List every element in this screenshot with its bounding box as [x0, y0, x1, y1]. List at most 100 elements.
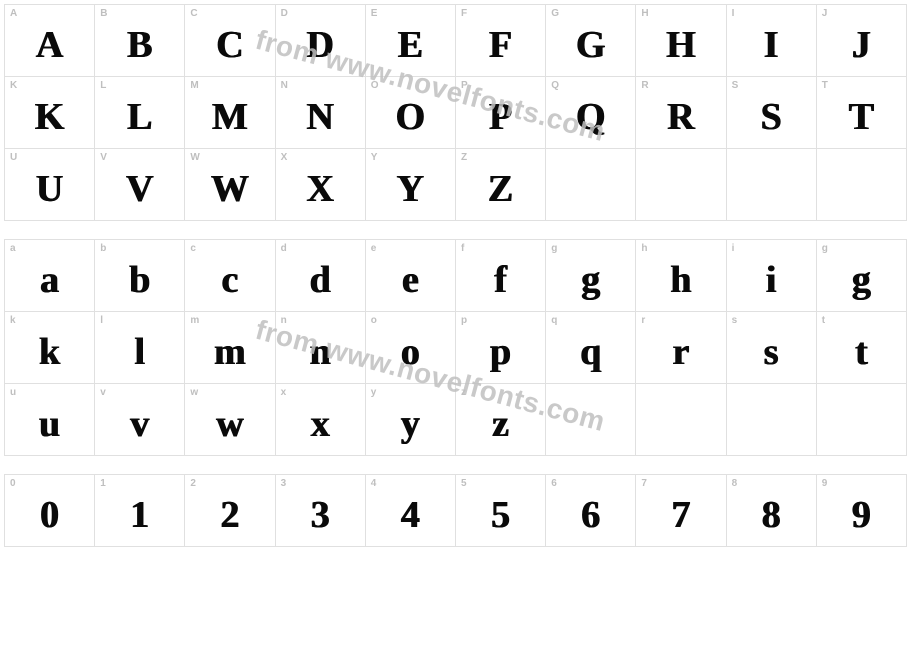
cell-label: y — [371, 387, 377, 398]
glyph-cell: CC — [185, 5, 275, 77]
cell-label: K — [10, 80, 18, 91]
glyph-cell: EE — [366, 5, 456, 77]
cell-glyph: 4 — [366, 489, 455, 540]
glyph-cell: gg — [546, 240, 636, 312]
glyph-cell: KK — [5, 77, 95, 149]
cell-label: t — [822, 315, 826, 326]
cell-glyph: r — [636, 326, 725, 377]
glyph-cell: rr — [636, 312, 726, 384]
cell-glyph: D — [276, 19, 365, 70]
cell-label: S — [732, 80, 739, 91]
cell-glyph: R — [636, 91, 725, 142]
cell-label: s — [732, 315, 738, 326]
glyph-cell: ll — [95, 312, 185, 384]
cell-glyph: d — [276, 254, 365, 305]
glyph-cell — [636, 149, 726, 221]
section-digits: 00112233445566778899 — [4, 474, 907, 547]
cell-glyph: N — [276, 91, 365, 142]
glyph-grid: 00112233445566778899 — [4, 474, 907, 547]
cell-label: L — [100, 80, 107, 91]
cell-label: O — [371, 80, 379, 91]
cell-label: C — [190, 8, 198, 19]
cell-glyph: c — [185, 254, 274, 305]
glyph-cell: kk — [5, 312, 95, 384]
cell-glyph: z — [456, 398, 545, 449]
cell-glyph: m — [185, 326, 274, 377]
cell-label: M — [190, 80, 199, 91]
glyph-cell: ii — [727, 240, 817, 312]
cell-label: N — [281, 80, 289, 91]
cell-glyph: 2 — [185, 489, 274, 540]
glyph-cell: VV — [95, 149, 185, 221]
cell-label: Z — [461, 152, 468, 163]
cell-glyph: g — [546, 254, 635, 305]
cell-glyph: V — [95, 163, 184, 214]
glyph-cell: ww — [185, 384, 275, 456]
glyph-cell: OO — [366, 77, 456, 149]
glyph-cell: WW — [185, 149, 275, 221]
glyph-cell: LL — [95, 77, 185, 149]
cell-label: u — [10, 387, 17, 398]
cell-label: H — [641, 8, 649, 19]
cell-label: f — [461, 243, 465, 254]
glyph-cell — [817, 384, 907, 456]
cell-label: z — [461, 387, 467, 398]
cell-glyph: a — [5, 254, 94, 305]
cell-label: 7 — [641, 478, 647, 489]
glyph-cell: 44 — [366, 475, 456, 547]
cell-glyph: 5 — [456, 489, 545, 540]
cell-glyph: E — [366, 19, 455, 70]
cell-label: e — [371, 243, 377, 254]
glyph-cell: ss — [727, 312, 817, 384]
glyph-cell: ff — [456, 240, 546, 312]
glyph-cell: ZZ — [456, 149, 546, 221]
glyph-cell: 22 — [185, 475, 275, 547]
cell-label: x — [281, 387, 287, 398]
glyph-cell: uu — [5, 384, 95, 456]
cell-label: a — [10, 243, 16, 254]
glyph-cell: hh — [636, 240, 726, 312]
cell-glyph: n — [276, 326, 365, 377]
cell-label: A — [10, 8, 18, 19]
glyph-cell: RR — [636, 77, 726, 149]
cell-label: 5 — [461, 478, 467, 489]
cell-label: 1 — [100, 478, 106, 489]
cell-glyph: W — [185, 163, 274, 214]
glyph-cell: gg — [817, 240, 907, 312]
cell-label: I — [732, 8, 735, 19]
cell-label: 3 — [281, 478, 287, 489]
glyph-cell — [727, 149, 817, 221]
cell-glyph: l — [95, 326, 184, 377]
glyph-cell: xx — [276, 384, 366, 456]
cell-glyph: O — [366, 91, 455, 142]
glyph-cell: oo — [366, 312, 456, 384]
glyph-cell: yy — [366, 384, 456, 456]
cell-label: G — [551, 8, 559, 19]
cell-glyph: x — [276, 398, 365, 449]
cell-glyph: k — [5, 326, 94, 377]
cell-label: T — [822, 80, 829, 91]
cell-glyph: J — [817, 19, 906, 70]
cell-glyph: s — [727, 326, 816, 377]
cell-label: 6 — [551, 478, 557, 489]
glyph-grid: AABBCCDDEEFFGGHHIIJJKKLLMMNNOOPPQQRRSSTT… — [4, 4, 907, 221]
cell-label: 4 — [371, 478, 377, 489]
glyph-cell: bb — [95, 240, 185, 312]
glyph-cell: qq — [546, 312, 636, 384]
cell-glyph: K — [5, 91, 94, 142]
cell-glyph: T — [817, 91, 906, 142]
cell-label: m — [190, 315, 199, 326]
glyph-cell: MM — [185, 77, 275, 149]
glyph-cell: AA — [5, 5, 95, 77]
cell-glyph: Y — [366, 163, 455, 214]
cell-glyph: B — [95, 19, 184, 70]
cell-glyph: o — [366, 326, 455, 377]
glyph-grid: aabbccddeeffgghhiiggkkllmmnnooppqqrrsstt… — [4, 239, 907, 456]
glyph-cell: FF — [456, 5, 546, 77]
cell-glyph: g — [817, 254, 906, 305]
glyph-cell — [546, 384, 636, 456]
cell-glyph: L — [95, 91, 184, 142]
glyph-cell: ee — [366, 240, 456, 312]
cell-glyph: i — [727, 254, 816, 305]
cell-glyph: 6 — [546, 489, 635, 540]
